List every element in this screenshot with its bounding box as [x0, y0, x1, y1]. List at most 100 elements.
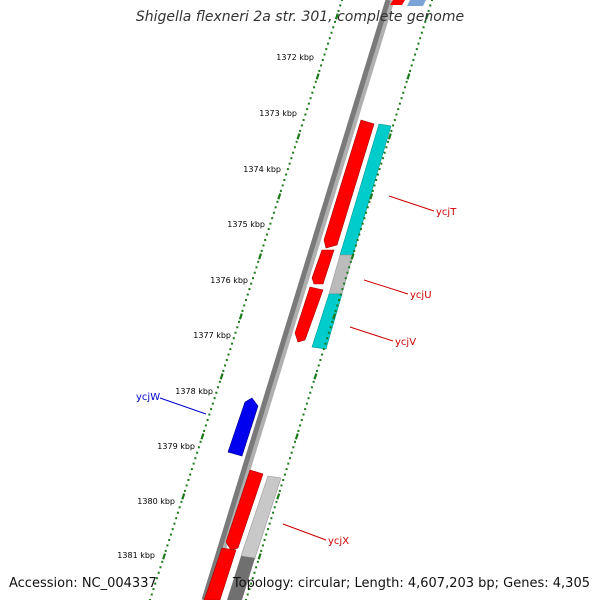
ruler-minor-tick	[253, 571, 256, 574]
ruler-minor-tick	[420, 31, 423, 34]
ruler-minor-tick	[363, 217, 366, 220]
ruler-minor-tick	[271, 217, 274, 220]
tick-label: 1376 kbp	[210, 276, 248, 285]
ruler-minor-tick	[246, 593, 249, 596]
ruler-minor-tick	[302, 413, 305, 416]
ruler-minor-tick	[253, 271, 256, 274]
ruler-minor-tick	[197, 446, 200, 449]
ruler-minor-tick	[280, 484, 283, 487]
ruler-minor-tick	[234, 331, 237, 334]
feature-dark-partial-bottom	[227, 556, 255, 600]
ruler-minor-tick	[273, 506, 276, 509]
ruler-minor-tick	[414, 53, 417, 56]
ruler-minor-tick	[327, 42, 330, 45]
ruler-minor-tick	[283, 473, 286, 476]
tick-label: 1380 kbp	[137, 497, 175, 506]
ruler-minor-tick	[293, 146, 296, 149]
gene-labels: ycjT ycjU ycjV ycjW ycjX	[136, 207, 457, 547]
ruler-minor-tick	[311, 91, 314, 94]
ruler-minor-tick	[312, 380, 315, 383]
ruler-minor-tick	[306, 108, 309, 111]
ruler-minor-tick	[215, 391, 218, 394]
tick-label: 1377 kbp	[193, 331, 231, 340]
ruler-minor-tick	[199, 440, 202, 443]
ruler-minor-tick	[376, 173, 379, 176]
ruler-minor-tick	[368, 200, 371, 203]
ruler-minor-tick	[295, 140, 298, 143]
ruler-minor-tick	[276, 200, 279, 203]
ruler-minor-tick	[328, 37, 331, 40]
ruler-minor-tick	[211, 402, 214, 405]
ruler-minor-tick	[300, 124, 303, 127]
ruler-minor-tick	[398, 102, 401, 105]
ruler-major-tick	[162, 553, 167, 560]
tick-labels: 1372 kbp 1373 kbp 1374 kbp 1375 kbp 1376…	[117, 53, 314, 560]
ruler-minor-tick	[321, 59, 324, 61]
gene-label-ycjU: ycjU	[410, 290, 432, 301]
ruler-minor-tick	[255, 566, 258, 569]
connector-ycjX	[282, 523, 327, 541]
ruler-minor-tick	[297, 429, 300, 432]
ruler-minor-tick	[329, 326, 332, 329]
ruler-major-tick	[406, 73, 411, 80]
accession-text: Accession: NC_004337	[9, 576, 157, 591]
ruler-minor-tick	[299, 129, 302, 132]
ruler-major-tick	[181, 493, 186, 500]
connector-ycjW	[159, 397, 207, 415]
ruler-major-tick	[200, 433, 205, 440]
ruler-minor-tick	[169, 533, 172, 536]
ruler-minor-tick	[330, 31, 333, 34]
ruler-minor-tick	[387, 140, 390, 143]
ruler-minor-tick	[292, 151, 295, 154]
ruler-minor-tick	[275, 500, 278, 503]
ruler-minor-tick	[322, 348, 325, 351]
ruler-major-tick	[334, 13, 339, 20]
ruler-minor-tick	[218, 380, 221, 383]
ruler-minor-tick	[236, 326, 239, 329]
ruler-minor-tick	[415, 48, 418, 51]
ruler-minor-tick	[337, 9, 340, 12]
ruler-minor-tick	[358, 233, 361, 236]
ruler-minor-tick	[241, 309, 244, 312]
ruler-major-tick	[425, 13, 429, 20]
ruler-minor-tick	[152, 588, 155, 591]
ruler-minor-tick	[157, 571, 160, 574]
ruler-minor-tick	[410, 64, 413, 67]
ruler-minor-tick	[299, 424, 302, 427]
ruler-minor-tick	[164, 549, 167, 552]
tick-label: 1378 kbp	[175, 387, 213, 396]
ruler-minor-tick	[339, 4, 342, 7]
ruler-minor-tick	[150, 593, 153, 596]
ruler-minor-tick	[324, 342, 327, 345]
feature-ycjX[interactable]	[225, 469, 282, 559]
ruler-minor-tick	[204, 424, 207, 427]
ruler-minor-tick	[419, 37, 422, 40]
ruler-minor-tick	[231, 342, 234, 345]
tick-label: 1372 kbp	[276, 53, 314, 62]
ruler-minor-tick	[238, 320, 241, 323]
ruler-minor-tick	[309, 391, 312, 394]
ruler-minor-tick	[400, 97, 403, 100]
ruler-minor-tick	[307, 102, 310, 105]
ruler-minor-tick	[255, 266, 258, 269]
ruler-minor-tick	[331, 320, 334, 323]
ruler-minor-tick	[422, 26, 425, 29]
feature-ycjW[interactable]	[227, 397, 259, 457]
ruler-minor-tick	[302, 119, 305, 121]
ruler-minor-tick	[159, 566, 162, 569]
ruler-minor-tick	[300, 419, 303, 421]
ruler-minor-tick	[290, 157, 293, 160]
ruler-major-tick	[332, 313, 336, 320]
feature-ycjV[interactable]	[294, 286, 343, 350]
ruler-minor-tick	[412, 59, 415, 61]
ruler-minor-tick	[336, 304, 339, 307]
ruler-minor-tick	[288, 162, 291, 165]
ruler-minor-tick	[334, 309, 337, 312]
ruler-minor-tick	[176, 511, 179, 514]
ruler-minor-tick	[168, 539, 171, 541]
ruler-minor-tick	[397, 108, 400, 111]
ruler-minor-tick	[251, 277, 254, 280]
ruler-minor-tick	[266, 528, 269, 531]
ruler-minor-tick	[334, 20, 337, 23]
ruler-minor-tick	[313, 86, 316, 89]
